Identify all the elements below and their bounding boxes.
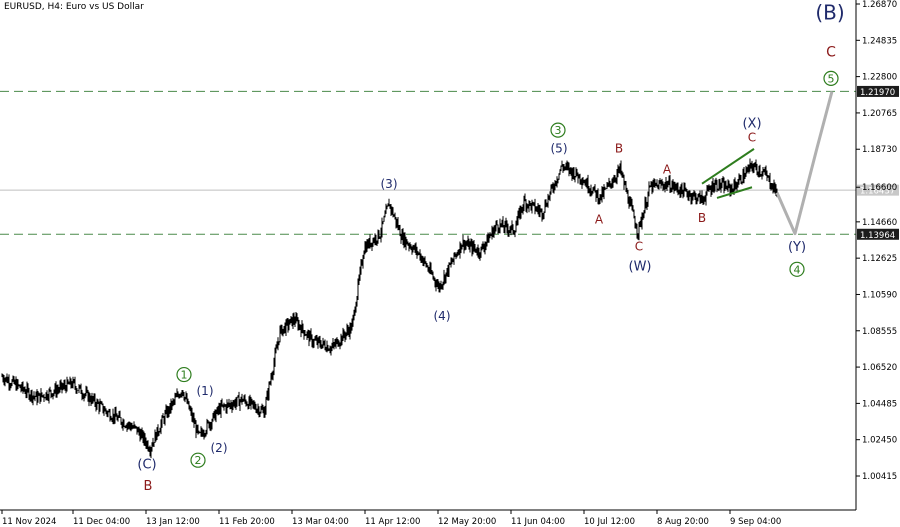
wave-label: (4) xyxy=(434,309,451,323)
level-badge-upper xyxy=(857,85,899,97)
x-tick-label: 9 Sep 04:00 xyxy=(730,517,781,527)
level-badge-current xyxy=(857,184,899,196)
wave-label: (1) xyxy=(197,384,214,398)
y-tick-label: 1.24835 xyxy=(862,36,897,46)
wave-label: 4 xyxy=(794,263,801,276)
y-tick-label: 1.06520 xyxy=(862,363,897,373)
level-badge-lower xyxy=(857,228,899,240)
wave-label: C xyxy=(748,131,756,145)
y-tick-label: 1.16600 xyxy=(862,183,897,193)
x-tick-label: 10 Jul 12:00 xyxy=(584,517,635,527)
wave-label: (3) xyxy=(381,177,398,191)
wave-circle xyxy=(789,261,805,277)
wave-circle xyxy=(190,452,206,468)
wave-label: (C) xyxy=(137,457,156,472)
x-tick-label: 11 Jun 04:00 xyxy=(511,517,565,527)
x-tick-label: 13 Jan 12:00 xyxy=(146,517,200,527)
wave-circle xyxy=(823,70,839,86)
chart-title: EURUSD, H4: Euro vs US Dollar xyxy=(4,2,144,12)
wave-circle xyxy=(176,366,192,383)
x-tick-label: 11 Feb 20:00 xyxy=(219,517,275,527)
y-tick-label: 1.22800 xyxy=(862,73,897,83)
wave-label: C xyxy=(826,45,836,61)
level-badge-text: 1.21970 xyxy=(860,88,895,98)
x-tick-label: 13 Mar 04:00 xyxy=(292,517,349,527)
wave-label: A xyxy=(663,163,672,177)
channel-line-1 xyxy=(716,186,753,199)
wave-label: 3 xyxy=(555,124,562,137)
x-tick-label: 8 Aug 20:00 xyxy=(657,517,709,527)
wave-label: 5 xyxy=(828,72,835,85)
x-tick-label: 11 Dec 04:00 xyxy=(73,517,130,527)
y-tick-label: 1.00415 xyxy=(862,472,897,482)
wave-label: B xyxy=(144,479,153,494)
y-tick-label: 1.14660 xyxy=(862,218,897,228)
projection-path xyxy=(775,91,834,236)
level-badge-text: 1.16437 xyxy=(860,187,895,197)
wave-label: A xyxy=(595,213,604,227)
wave-label: (Y) xyxy=(788,240,806,255)
y-tick-label: 1.02450 xyxy=(862,436,897,446)
x-tick-label: 11 Apr 12:00 xyxy=(365,517,420,527)
wave-label: C xyxy=(635,239,643,253)
wave-label: B xyxy=(615,141,623,155)
y-tick-label: 1.26870 xyxy=(862,0,897,10)
wave-circle xyxy=(550,122,566,138)
y-tick-label: 1.20765 xyxy=(862,109,897,119)
channel-line-0 xyxy=(701,148,755,185)
wave-label: B xyxy=(698,211,706,225)
y-tick-label: 1.08555 xyxy=(862,327,897,337)
wave-label: 2 xyxy=(195,454,202,467)
wave-label: (W) xyxy=(629,259,652,274)
y-tick-label: 1.10590 xyxy=(862,290,897,300)
y-tick-label: 1.18730 xyxy=(862,145,897,155)
wave-label: (5) xyxy=(551,141,568,155)
wave-label: (2) xyxy=(211,441,228,455)
y-tick-label: 1.04485 xyxy=(862,399,897,409)
x-tick-label: 12 May 20:00 xyxy=(438,517,496,527)
wave-label: (X) xyxy=(742,117,761,132)
wave-label: (B) xyxy=(815,1,844,25)
y-tick-label: 1.12625 xyxy=(862,254,897,264)
wave-label: 1 xyxy=(181,369,188,382)
level-badge-text: 1.13964 xyxy=(860,231,895,241)
x-tick-label: 11 Nov 2024 xyxy=(2,517,56,527)
